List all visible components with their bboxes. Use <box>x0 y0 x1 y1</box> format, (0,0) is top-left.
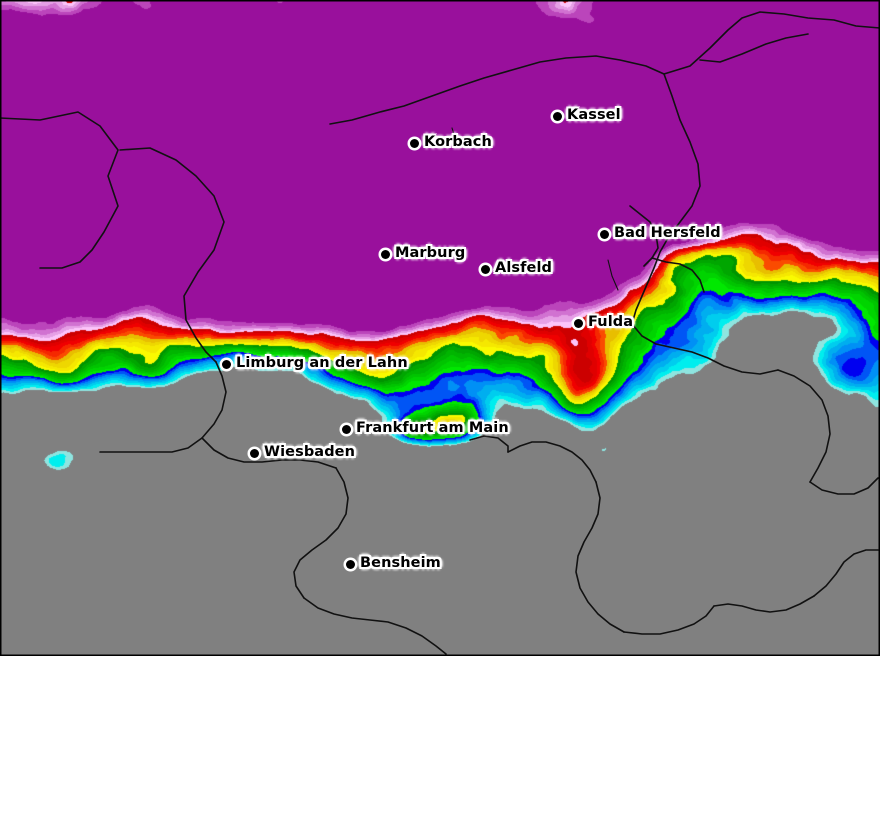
city-labels-layer: Kassel Korbach Bad Hersfeld Marburg Alsfeld F… <box>221 107 721 571</box>
city-label: Limburg an der Lahn <box>236 355 408 371</box>
city-dot-icon <box>599 229 609 239</box>
city-label: Kassel <box>567 107 621 123</box>
city-dot-icon <box>380 249 390 259</box>
administrative-borders-layer <box>0 0 880 656</box>
city-label: Fulda <box>588 314 634 330</box>
city-dot-icon <box>480 264 490 274</box>
city-dot-icon <box>345 559 355 569</box>
city-label: Bensheim <box>360 555 441 571</box>
city-label: Alsfeld <box>495 260 553 276</box>
city-dot-icon <box>341 424 351 434</box>
city-label: Frankfurt am Main <box>356 420 509 436</box>
radar-map-panel[interactable]: Kassel Korbach Bad Hersfeld Marburg Alsfeld F… <box>0 0 880 656</box>
city-label: Marburg <box>395 245 466 261</box>
city-dot-icon <box>249 448 259 458</box>
city-label: Bad Hersfeld <box>614 225 721 241</box>
city-dot-icon <box>409 138 419 148</box>
city-dot-icon <box>552 111 562 121</box>
city-dot-icon <box>221 359 231 369</box>
city-label: Korbach <box>424 134 492 150</box>
city-dot-icon <box>573 318 583 328</box>
legend-footer: Sim. max. Radarreflektivität (in dbZ) Mo… <box>0 656 880 830</box>
radar-reflectivity-layer <box>0 0 880 656</box>
city-label: Wiesbaden <box>264 444 356 460</box>
